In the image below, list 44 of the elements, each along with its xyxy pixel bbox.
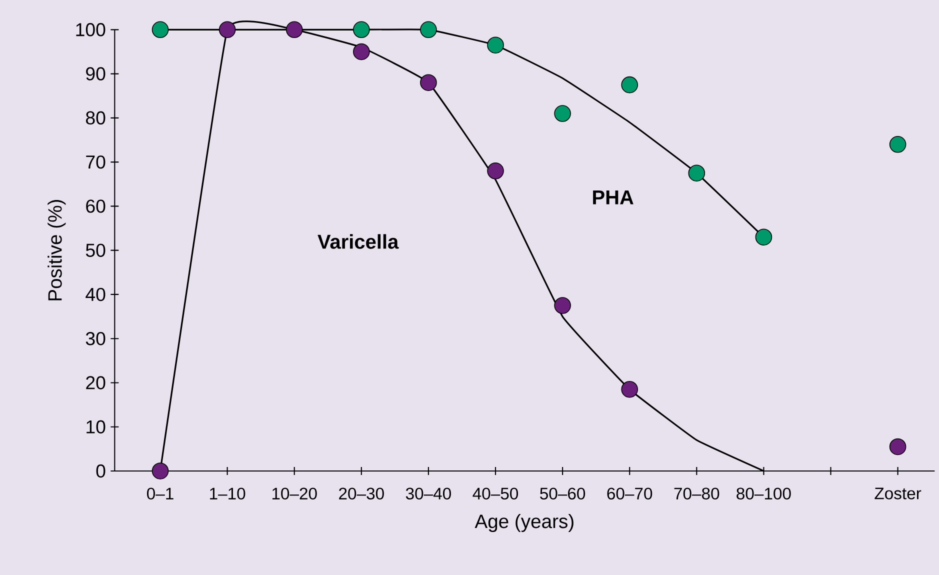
point xyxy=(286,21,303,38)
point xyxy=(218,21,236,38)
y-axis-title: Positive (%) xyxy=(48,200,66,300)
y-tick-label: 10 xyxy=(86,420,106,434)
point xyxy=(420,21,437,38)
x-tick-label: 70–80 xyxy=(674,488,720,500)
point xyxy=(487,162,504,180)
point xyxy=(353,21,370,38)
y-tick-label: 0 xyxy=(96,464,106,478)
point xyxy=(152,21,169,38)
y-tick-label: 50 xyxy=(86,244,106,257)
x-tick-label: 10–20 xyxy=(272,488,317,500)
y-tick-label: 20 xyxy=(86,376,106,390)
y-tick-label: 90 xyxy=(86,67,106,80)
x-tick-label: 1–10 xyxy=(210,488,246,500)
x-tick-label: 80–100 xyxy=(736,488,791,500)
x-tick-label: 0–1 xyxy=(147,488,174,500)
x-tick-label: 50–60 xyxy=(540,488,586,500)
y-tick-label: 30 xyxy=(86,332,106,346)
point xyxy=(420,74,437,92)
y-tick-label: 80 xyxy=(86,111,106,125)
point xyxy=(688,164,706,182)
point xyxy=(889,136,906,153)
x-tick-label: 20–30 xyxy=(339,488,384,500)
point xyxy=(621,380,638,398)
y-tick-label: 40 xyxy=(86,288,106,302)
x-tick-label: 40–50 xyxy=(472,488,518,500)
y-tick-label: 60 xyxy=(86,200,106,213)
point xyxy=(353,43,370,60)
x-tick-label: 60–70 xyxy=(607,488,652,500)
point xyxy=(889,438,906,456)
point xyxy=(554,297,571,314)
point xyxy=(755,228,772,246)
point xyxy=(621,76,638,94)
annotation: PHA xyxy=(593,190,634,204)
annotation: Varicella xyxy=(318,234,399,249)
y-tick-label: 100 xyxy=(76,23,106,36)
x-tick-label: 30–40 xyxy=(406,488,451,500)
point xyxy=(554,105,571,122)
point xyxy=(152,462,169,480)
y-tick-label: 70 xyxy=(86,155,106,169)
x-axis-title: Age (years) xyxy=(474,514,574,532)
point xyxy=(487,36,504,54)
x-tick-label: Zoster xyxy=(874,488,922,500)
